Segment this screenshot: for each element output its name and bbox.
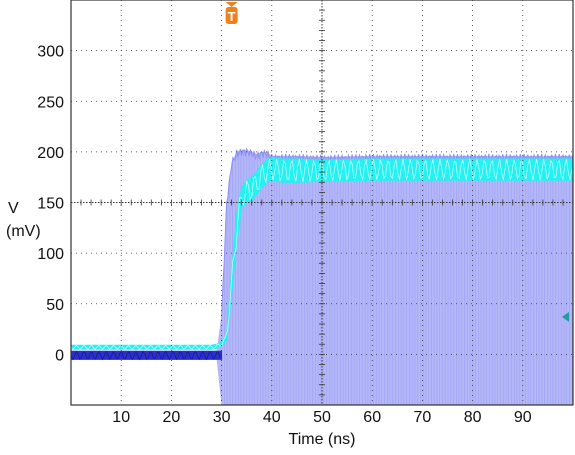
grid-layer — [71, 0, 573, 405]
x-tick-label: 10 — [112, 409, 130, 426]
x-tick-label: 50 — [313, 409, 331, 426]
y-tick-label: 300 — [37, 44, 64, 61]
x-tick-label: 40 — [263, 409, 281, 426]
trace-noise — [71, 350, 221, 361]
x-tick-label: 80 — [464, 409, 482, 426]
x-axis-label: Time (ns) — [289, 431, 356, 448]
x-tick-label: 90 — [514, 409, 532, 426]
x-axis-ticks: 10 20 30 40 50 60 70 80 90 — [112, 409, 531, 426]
trigger-marker[interactable]: T — [225, 2, 238, 24]
y-axis-ticks: 0 50 100 150 200 250 300 — [37, 44, 64, 365]
trigger-pointer-icon — [225, 2, 238, 7]
plot-area — [70, 0, 574, 406]
y-tick-label: 0 — [55, 347, 64, 364]
series-cyan-trace — [71, 157, 573, 350]
x-tick-label: 70 — [414, 409, 432, 426]
y-tick-label: 250 — [37, 94, 64, 111]
trigger-label: T — [228, 9, 236, 24]
y-tick-label: 150 — [37, 196, 64, 213]
trigger-badge — [225, 7, 238, 24]
y-axis-label-unit-symbol: V — [8, 200, 19, 217]
trace-band — [71, 157, 573, 350]
y-tick-label: 100 — [37, 246, 64, 263]
x-tick-label: 30 — [213, 409, 231, 426]
plot-frame — [70, 0, 574, 406]
series-dark-trace — [71, 350, 223, 361]
trace-noise — [71, 158, 573, 350]
y-tick-label: 200 — [37, 145, 64, 162]
x-tick-label: 60 — [363, 409, 381, 426]
ground-arrow-icon — [562, 311, 569, 322]
y-tick-label: 50 — [46, 297, 64, 314]
x-tick-label: 20 — [163, 409, 181, 426]
y-axis-label-unit: (mV) — [6, 223, 41, 240]
ground-reference-marker[interactable] — [562, 311, 569, 322]
